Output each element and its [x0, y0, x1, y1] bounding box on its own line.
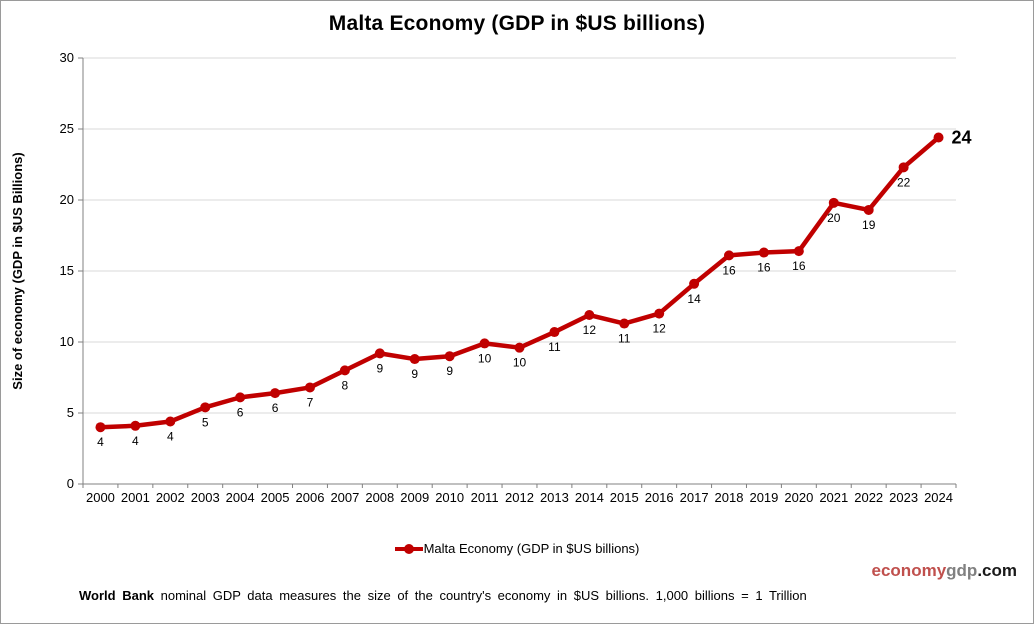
x-tick-label: 2005	[261, 490, 290, 505]
data-label: 19	[862, 218, 876, 232]
gdp-line-chart: 0 5 10 15 20 25 30 2000 2001 2002 2003 2004 2005 2006…	[10, 50, 972, 505]
x-tick-label: 2006	[296, 490, 325, 505]
data-point-marker	[444, 351, 455, 362]
x-tick-label: 2011	[471, 490, 499, 505]
data-point-marker	[758, 247, 769, 258]
data-point-marker	[654, 308, 665, 319]
data-label: 4	[167, 430, 174, 444]
x-tick-label: 2002	[156, 490, 185, 505]
y-tick-label: 25	[60, 121, 74, 136]
data-label: 4	[132, 434, 139, 448]
x-tick-label: 2004	[226, 490, 255, 505]
y-tick-label: 10	[60, 334, 74, 349]
data-point-marker	[898, 162, 909, 173]
data-point-marker	[235, 392, 246, 403]
data-point-marker	[793, 246, 804, 257]
data-label: 16	[722, 263, 736, 277]
data-label: 5	[202, 415, 209, 429]
data-point-marker	[549, 327, 560, 338]
data-point-marker	[95, 422, 106, 433]
x-tick-label: 2021	[819, 490, 848, 505]
data-label-emphasized: 24	[952, 128, 972, 148]
data-label: 4	[97, 435, 104, 449]
x-tick-label: 2018	[715, 490, 744, 505]
y-tick-label: 5	[67, 405, 74, 420]
data-point-marker	[130, 420, 141, 431]
data-point-marker	[724, 250, 735, 261]
data-label: 9	[446, 364, 453, 378]
y-tick-label: 15	[60, 263, 74, 278]
data-point-marker	[479, 338, 490, 349]
data-point-marker	[619, 318, 630, 329]
footnote-text: nominal GDP data measures the size of th…	[154, 588, 807, 603]
data-label: 6	[272, 401, 279, 415]
x-tick-label: 2015	[610, 490, 639, 505]
data-label: 10	[478, 351, 492, 365]
data-point-marker	[339, 365, 350, 376]
data-label: 9	[376, 361, 383, 375]
data-point-marker	[828, 197, 839, 208]
data-label: 12	[583, 323, 597, 337]
data-point-marker	[584, 310, 595, 321]
data-point-marker	[933, 132, 944, 143]
data-point-marker	[863, 204, 874, 215]
x-tick-label: 2009	[400, 490, 429, 505]
x-tick-label: 2017	[680, 490, 709, 505]
data-label: 20	[827, 211, 841, 225]
legend: Malta Economy (GDP in $US billions)	[1, 541, 1033, 556]
data-point-marker	[304, 382, 315, 393]
x-tick-label: 2019	[749, 490, 778, 505]
watermark-part-economy: economy	[871, 561, 947, 580]
data-label: 8	[342, 378, 349, 392]
y-axis-title: Size of economy (GDP in $US Billions)	[10, 152, 25, 389]
footnote: World Bank nominal GDP data measures the…	[79, 588, 807, 603]
x-tick-label: 2007	[330, 490, 359, 505]
data-point-marker	[689, 278, 700, 289]
data-label: 11	[618, 332, 631, 346]
y-tick-label: 0	[67, 476, 74, 491]
x-tick-label: 2001	[121, 490, 150, 505]
data-label: 9	[411, 367, 418, 381]
data-label: 12	[653, 322, 667, 336]
data-label: 22	[897, 175, 911, 189]
data-point-marker	[409, 354, 420, 365]
x-tick-label: 2008	[365, 490, 394, 505]
data-label: 16	[757, 261, 771, 275]
watermark-part-gdp: gdp	[946, 561, 978, 580]
x-tick-label: 2000	[86, 490, 115, 505]
x-tick-label: 2024	[924, 490, 953, 505]
series-line	[98, 135, 941, 430]
chart-title: Malta Economy (GDP in $US billions)	[328, 12, 706, 35]
y-tick-label: 30	[60, 50, 74, 65]
x-tick-label: 2023	[889, 490, 918, 505]
x-tick-label: 2020	[784, 490, 813, 505]
data-label: 11	[548, 340, 561, 354]
data-point-marker	[374, 348, 385, 359]
footnote-source: World Bank	[79, 588, 154, 603]
x-tick-label: 2010	[435, 490, 464, 505]
data-label: 7	[307, 395, 314, 409]
x-tick-label: 2013	[540, 490, 569, 505]
data-label: 16	[792, 259, 806, 273]
x-tick-label: 2016	[645, 490, 674, 505]
x-tick-label: 2012	[505, 490, 534, 505]
data-point-marker	[165, 416, 176, 427]
legend-line-marker-icon	[394, 543, 423, 554]
x-tick-label: 2014	[575, 490, 604, 505]
data-point-marker	[270, 388, 281, 399]
watermark: economygdp.com	[872, 561, 1017, 581]
y-tick-label: 20	[60, 192, 74, 207]
data-point-marker	[514, 342, 525, 353]
x-tick-label: 2003	[191, 490, 220, 505]
data-label: 6	[237, 405, 244, 419]
data-point-marker	[200, 402, 211, 413]
legend-label: Malta Economy (GDP in $US billions)	[423, 541, 640, 556]
data-label: 14	[687, 292, 701, 306]
x-tick-label: 2022	[854, 490, 883, 505]
watermark-part-com: .com	[977, 561, 1017, 580]
data-label: 10	[513, 356, 527, 370]
